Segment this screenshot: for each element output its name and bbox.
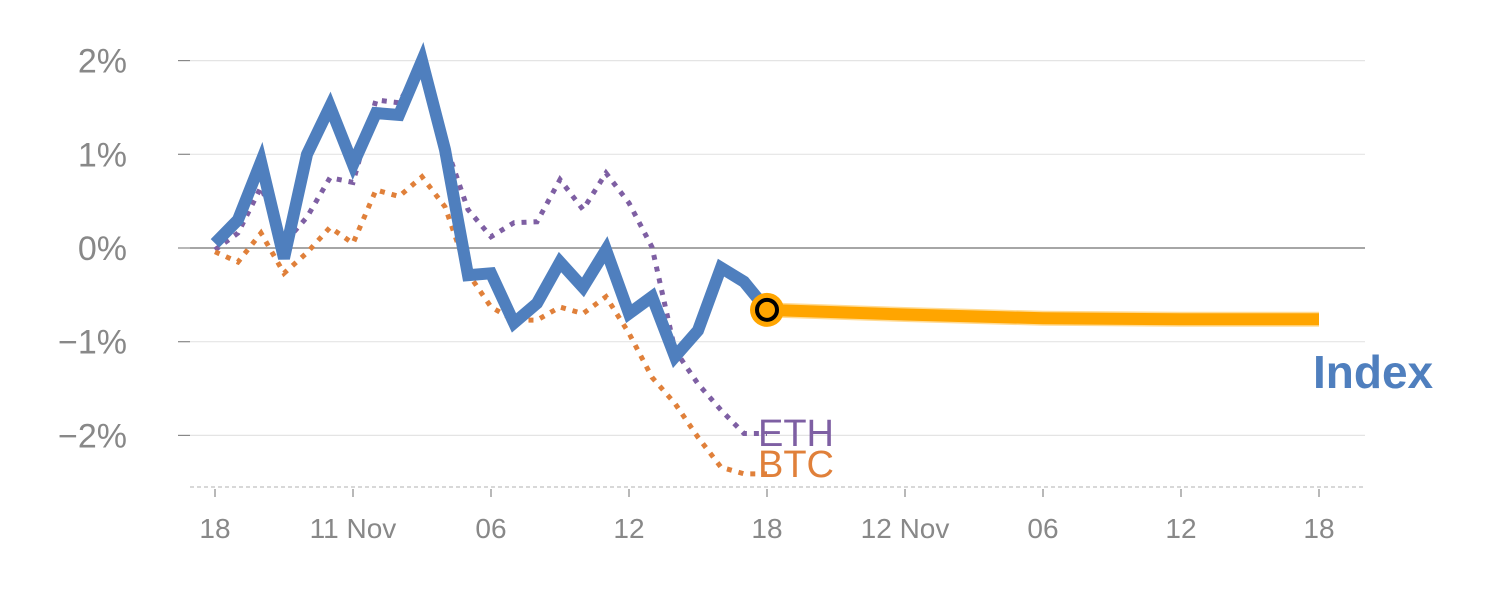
x-tick-label: 06	[1027, 513, 1058, 544]
x-tick-label: 18	[1303, 513, 1334, 544]
current-value-marker	[750, 292, 784, 327]
y-tick-label: −1%	[58, 324, 127, 362]
series-line-index	[210, 41, 772, 369]
y-tick-label: −2%	[58, 417, 127, 455]
x-tick-label: 12 Nov	[861, 513, 950, 544]
x-axis: 18 11 Nov 06 12 18 12 Nov 06 12 18	[190, 486, 1365, 544]
current-marker	[750, 292, 784, 327]
series-label-eth: ETH	[758, 413, 834, 455]
x-tick-label: 18	[751, 513, 782, 544]
y-tick-label: 1%	[78, 136, 127, 174]
x-tick-label: 06	[475, 513, 506, 544]
series-lines	[210, 41, 772, 477]
x-tick-label: 18	[199, 513, 230, 544]
y-axis: 2% 1% 0% −1% −2%	[58, 43, 190, 455]
series-label-btc: BTC	[758, 444, 834, 486]
y-tick-label: 0%	[78, 230, 127, 268]
forecast-line	[766, 303, 1319, 326]
x-tick-label: 12	[1165, 513, 1196, 544]
x-tick-label: 12	[613, 513, 644, 544]
y-tick-label: 2%	[78, 43, 127, 81]
series-label-index: Index	[1313, 346, 1434, 398]
current-value-marker-ring	[755, 297, 779, 322]
forecast-band	[766, 302, 1319, 327]
x-tick-label: 11 Nov	[310, 513, 397, 544]
gridlines	[190, 59, 1365, 436]
